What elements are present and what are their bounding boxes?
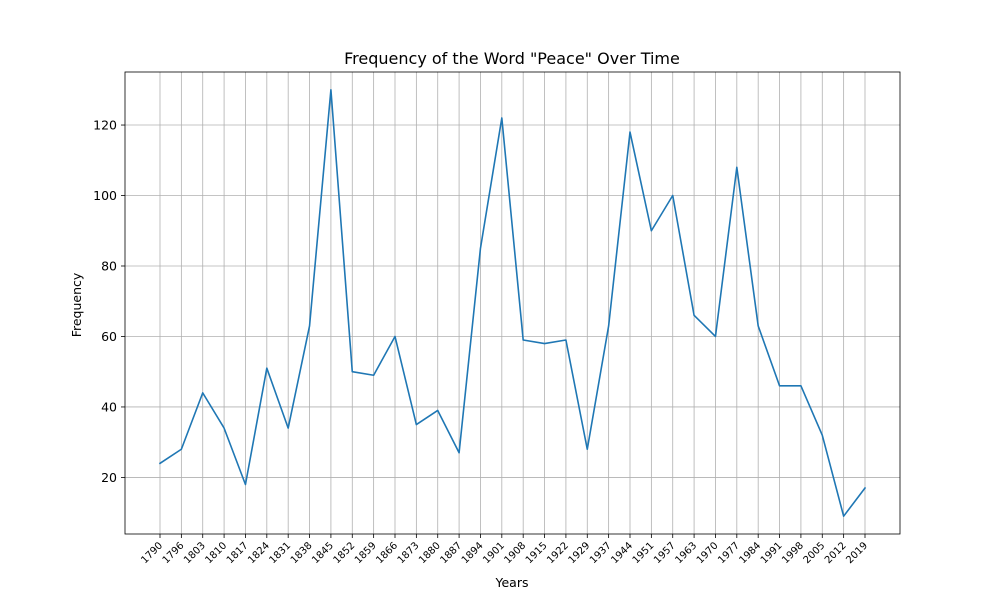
chart-title: Frequency of the Word "Peace" Over Time [344, 49, 680, 68]
grid [125, 72, 900, 534]
plot-area [125, 72, 900, 534]
y-tick-label: 60 [101, 329, 117, 344]
x-axis-label: Years [495, 575, 529, 590]
y-axis-label: Frequency [69, 272, 84, 337]
y-tick-label: 120 [93, 118, 117, 133]
y-tick-label: 80 [101, 258, 117, 273]
series-line [158, 89, 867, 518]
y-tick-label: 20 [101, 470, 117, 485]
y-axis-ticks: 20 40 60 80 100 120 [93, 118, 125, 485]
y-tick-label: 100 [93, 188, 117, 203]
plot-frame [124, 71, 901, 535]
series-layer [158, 89, 867, 518]
y-tick-label: 40 [101, 399, 117, 414]
